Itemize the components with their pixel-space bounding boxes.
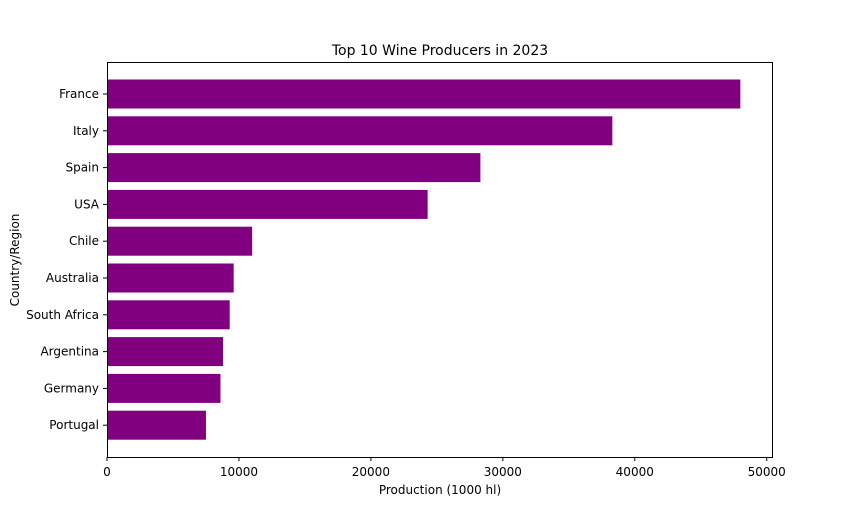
bars-group <box>107 79 741 440</box>
y-tick-label: Argentina <box>40 345 99 359</box>
y-tick-label: Australia <box>46 271 99 285</box>
x-axis-ticks: 0 10000 20000 30000 40000 50000 <box>103 457 786 479</box>
bar-portugal <box>107 410 206 440</box>
y-tick-label: France <box>59 87 99 101</box>
y-tick-label: South Africa <box>26 308 99 322</box>
bar-germany <box>107 373 221 403</box>
y-axis-label: Country/Region <box>8 214 22 307</box>
x-tick-label: 20000 <box>352 465 390 479</box>
x-tick-label: 10000 <box>220 465 258 479</box>
bar-spain <box>107 153 481 183</box>
y-tick-label: Germany <box>44 381 99 395</box>
bar-australia <box>107 263 234 293</box>
bar-chile <box>107 226 253 256</box>
y-tick-label: Portugal <box>49 418 99 432</box>
bar-france <box>107 79 741 109</box>
y-tick-label: Spain <box>65 161 99 175</box>
y-tick-label: Chile <box>69 234 99 248</box>
x-tick-label: 0 <box>103 465 111 479</box>
y-axis-ticks: France Italy Spain USA Chile Australia South A… <box>26 87 107 432</box>
x-tick-label: 50000 <box>748 465 786 479</box>
bar-italy <box>107 116 613 146</box>
y-tick-label: Italy <box>73 124 99 138</box>
x-tick-label: 40000 <box>616 465 654 479</box>
x-axis-label: Production (1000 hl) <box>379 483 501 497</box>
bar-usa <box>107 189 428 219</box>
bar-argentina <box>107 337 224 367</box>
plot-frame <box>107 62 773 458</box>
y-tick-label: USA <box>74 197 100 211</box>
x-tick-label: 30000 <box>484 465 522 479</box>
bar-south-africa <box>107 300 230 330</box>
chart-title: Top 10 Wine Producers in 2023 <box>331 43 548 59</box>
